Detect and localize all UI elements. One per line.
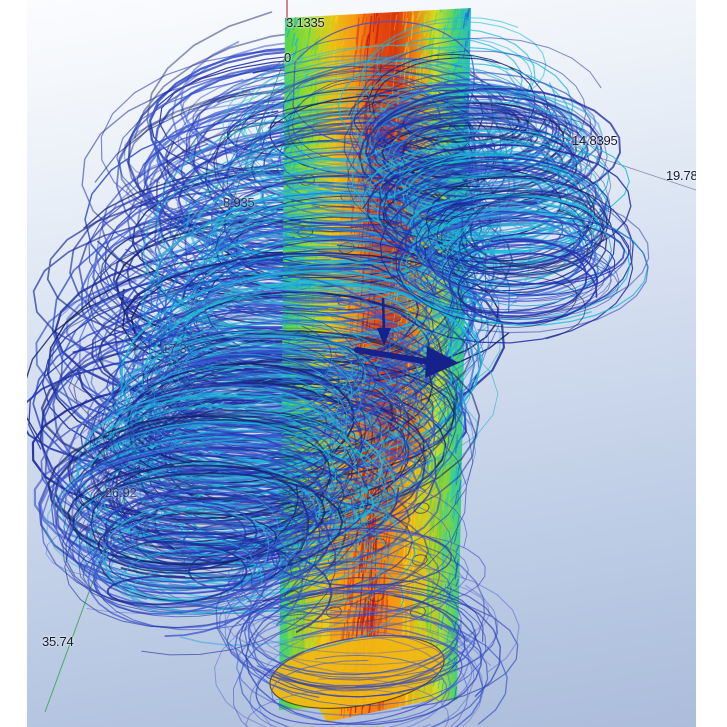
vertical-marker-arrow — [377, 297, 391, 346]
streamline-group-front — [45, 16, 650, 727]
cylinder-top-cap — [270, 20, 475, 148]
render-canvas[interactable]: 3.1335 0 8.935 17.3 26.92 35.74 14.8395 … — [27, 0, 696, 727]
scene-svg — [27, 0, 696, 727]
flow-direction-arrow — [354, 346, 459, 378]
